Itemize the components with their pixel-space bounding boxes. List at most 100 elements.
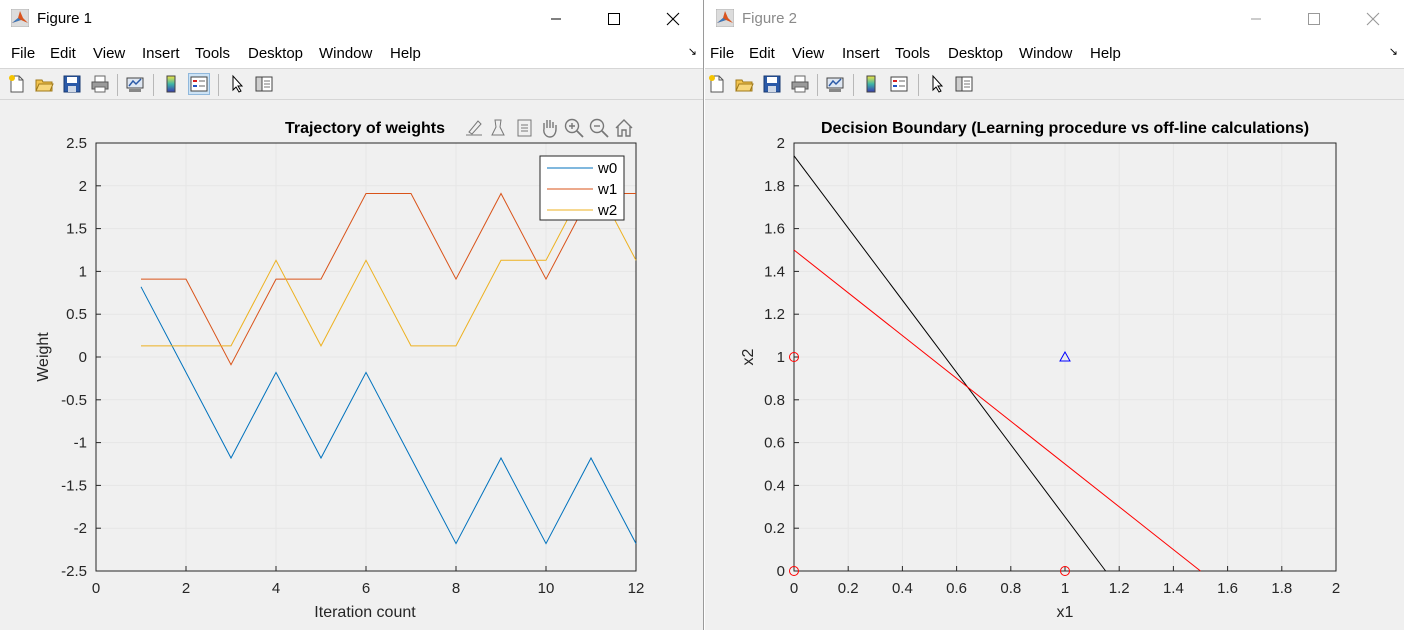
menu-window[interactable]: Window	[319, 45, 373, 62]
save-icon[interactable]	[62, 74, 82, 94]
property-editor-icon[interactable]	[954, 74, 974, 94]
matlab-logo-icon	[716, 9, 734, 27]
menu-view[interactable]: View	[792, 45, 825, 62]
zoom-in-icon[interactable]	[564, 118, 584, 138]
triangle-point-marker	[1059, 350, 1071, 362]
x-tick-label: 6	[362, 580, 370, 597]
brush-edit-icon[interactable]	[466, 120, 482, 136]
x-tick-label: 0.8	[1000, 580, 1021, 597]
close-icon	[1366, 12, 1380, 26]
y-tick-label: -1	[74, 435, 87, 452]
insert-colorbar-icon[interactable]	[861, 74, 881, 94]
link-plot-icon[interactable]	[125, 74, 145, 94]
y-tick-label: 2.5	[66, 135, 87, 152]
menu-window[interactable]: Window	[1019, 45, 1073, 62]
close-button[interactable]	[1350, 0, 1396, 38]
y-tick-label: -1.5	[61, 477, 87, 494]
axis-ticks: 0 0.2 0.4 0.6 0.8 1 1.2 1.4 1.6 1.8 2 0 0.2 0.4 0.6 0.8…	[764, 135, 1340, 597]
window-title: Figure 2	[742, 10, 798, 27]
menu-help[interactable]: Help	[390, 45, 421, 62]
close-button[interactable]	[650, 0, 696, 38]
x-tick-label: 1	[1061, 580, 1069, 597]
menu-insert[interactable]: Insert	[842, 45, 880, 62]
maximize-button[interactable]	[591, 0, 637, 38]
circle-point-marker	[789, 352, 799, 362]
pan-icon[interactable]	[543, 120, 557, 138]
y-tick-label: 2	[777, 135, 785, 152]
x-tick-label: 1.6	[1217, 580, 1238, 597]
menu-desktop[interactable]: Desktop	[948, 45, 1004, 62]
title-bar[interactable]: Figure 1	[0, 0, 703, 38]
y-tick-label: 1.6	[764, 221, 785, 238]
toolbar-separator	[218, 74, 219, 96]
boundary-line-1	[793, 155, 1107, 572]
y-tick-label: 1.5	[66, 221, 87, 238]
dock-arrow-icon[interactable]: ↘	[1388, 46, 1398, 58]
legend-label-w1: w1	[597, 181, 617, 198]
close-icon	[666, 12, 680, 26]
legend[interactable]: w0 w1 w2	[539, 155, 625, 221]
new-file-icon[interactable]	[7, 74, 27, 94]
y-tick-label: -2.5	[61, 563, 87, 580]
new-file-icon[interactable]	[707, 74, 727, 94]
pointer-icon[interactable]	[928, 74, 948, 94]
maximize-button[interactable]	[1291, 0, 1337, 38]
menu-view[interactable]: View	[93, 45, 126, 62]
title-bar[interactable]: Figure 2	[705, 0, 1404, 38]
y-tick-label: 0	[777, 563, 785, 580]
home-icon[interactable]	[615, 119, 633, 137]
pointer-icon[interactable]	[228, 74, 248, 94]
menu-insert[interactable]: Insert	[142, 45, 180, 62]
x-tick-label: 1.2	[1109, 580, 1130, 597]
y-tick-label: 1	[79, 263, 87, 280]
menu-help[interactable]: Help	[1090, 45, 1121, 62]
x-tick-label: 0.6	[946, 580, 967, 597]
x-tick-label: 0	[92, 580, 100, 597]
series-lines	[140, 173, 637, 545]
x-tick-label: 10	[538, 580, 555, 597]
link-plot-icon[interactable]	[825, 74, 845, 94]
x-axis-label: Iteration count	[314, 604, 416, 621]
print-icon[interactable]	[790, 74, 810, 94]
menu-tools[interactable]: Tools	[195, 45, 231, 62]
maximize-icon	[608, 13, 620, 25]
menu-edit[interactable]: Edit	[50, 45, 76, 62]
maximize-icon	[1308, 13, 1320, 25]
axes-toolbar	[466, 118, 633, 138]
toolbar-separator	[918, 74, 919, 96]
x-tick-label: 0	[790, 580, 798, 597]
minimize-button[interactable]	[533, 0, 579, 38]
dock-arrow-icon[interactable]: ↘	[687, 46, 697, 58]
boundary-lines	[793, 155, 1201, 572]
axis-ticks: 0 2 4 6 8 10 12 -2.5 -2 -1.5 -1 -0.5 0 0.5 1 1.5 2 2.5	[61, 135, 644, 597]
insert-legend-icon[interactable]	[889, 74, 909, 94]
y-tick-label: -2	[74, 520, 87, 537]
menu-desktop[interactable]: Desktop	[248, 45, 304, 62]
zoom-out-icon[interactable]	[589, 118, 609, 138]
toolbar-separator	[817, 74, 818, 96]
x-tick-label: 2	[1332, 580, 1340, 597]
x-tick-label: 1.4	[1163, 580, 1184, 597]
menu-edit[interactable]: Edit	[749, 45, 775, 62]
circle-point-marker	[1060, 566, 1070, 576]
x-tick-label: 8	[452, 580, 460, 597]
series-line-w1	[141, 192, 636, 366]
print-icon[interactable]	[90, 74, 110, 94]
open-folder-icon[interactable]	[34, 74, 54, 94]
insert-legend-icon[interactable]	[188, 73, 210, 95]
y-tick-label: 0.6	[764, 435, 785, 452]
open-folder-icon[interactable]	[734, 74, 754, 94]
export-icon[interactable]	[517, 119, 532, 137]
property-editor-icon[interactable]	[254, 74, 274, 94]
menu-file[interactable]: File	[710, 45, 735, 62]
toolbar-separator	[153, 74, 154, 96]
save-icon[interactable]	[762, 74, 782, 94]
insert-colorbar-icon[interactable]	[161, 74, 181, 94]
data-tips-icon[interactable]	[491, 119, 505, 136]
minimize-button[interactable]	[1233, 0, 1279, 38]
chart-title: Decision Boundary (Learning procedure vs…	[821, 120, 1309, 137]
y-tick-label: 0.8	[764, 392, 785, 409]
menu-bar: File Edit View Insert Tools Desktop Wind…	[705, 38, 1404, 68]
menu-file[interactable]: File	[11, 45, 36, 62]
menu-tools[interactable]: Tools	[895, 45, 931, 62]
